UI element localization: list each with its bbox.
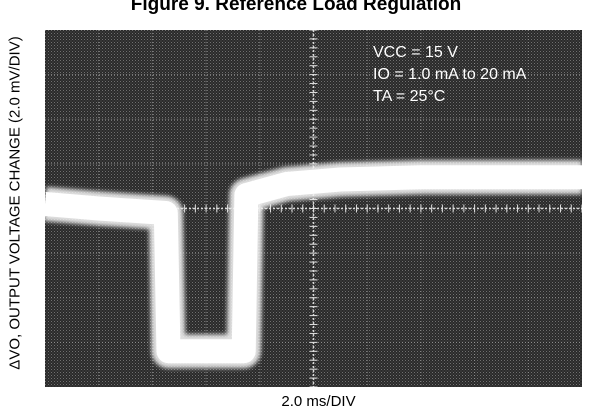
annotation-vcc: VCC = 15 V: [373, 44, 458, 61]
x-axis-label: 2.0 ms/DIV: [281, 393, 356, 410]
y-axis-label: ΔVO, OUTPUT VOLTAGE CHANGE (2.0 mV/DIV): [6, 36, 24, 370]
annotation-ta: TA = 25°C: [373, 88, 446, 105]
trace-line: [45, 165, 582, 364]
annotation-io: IO = 1.0 mA to 20 mA: [373, 66, 527, 83]
trace-group: [45, 160, 582, 369]
legend-annotation-box: VCC = 15 V IO = 1.0 mA to 20 mA TA = 25°…: [373, 42, 578, 108]
chart-title: Figure 9. Reference Load Regulation: [130, 0, 462, 15]
y-axis-label-container: ΔVO, OUTPUT VOLTAGE CHANGE (2.0 mV/DIV): [0, 0, 30, 417]
oscilloscope-screen: [45, 30, 582, 387]
